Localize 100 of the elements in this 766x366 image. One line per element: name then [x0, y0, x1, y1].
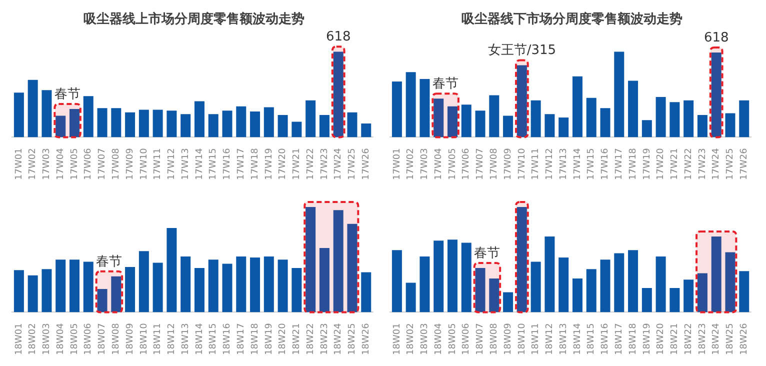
x-tick-label: 17W23 — [320, 148, 330, 180]
bar — [319, 114, 330, 138]
x-tick-label: 17W09 — [503, 148, 514, 180]
x-tick-label: 17W01 — [14, 148, 24, 180]
bar — [392, 82, 402, 138]
x-tick-label: 17W26 — [739, 148, 750, 180]
x-tick-label: 18W22 — [684, 323, 694, 356]
bar — [670, 288, 680, 312]
bar — [236, 256, 246, 312]
bar — [614, 52, 624, 138]
x-tick-label: 17W23 — [698, 148, 708, 180]
x-tick-label: 17W19 — [264, 148, 274, 180]
bar — [503, 116, 514, 138]
x-tick-label: 17W25 — [726, 148, 736, 180]
x-tick-label: 18W15 — [208, 323, 219, 356]
x-tick-label: 18W09 — [125, 322, 136, 356]
x-tick-label: 18W18 — [628, 322, 638, 356]
bar — [264, 107, 274, 138]
x-tick-label: 17W17 — [236, 148, 246, 180]
bar — [475, 110, 486, 138]
bar — [292, 122, 302, 138]
x-tick-label: 18W13 — [558, 323, 569, 356]
x-tick-label: 18W05 — [70, 323, 80, 356]
x-tick-label: 17W06 — [84, 148, 94, 180]
bar — [97, 289, 108, 312]
bar — [138, 110, 149, 138]
chart-title: 吸尘器线下市场分周度零售额波动走势 — [462, 11, 682, 28]
x-tick-label: 17W14 — [194, 148, 205, 180]
x-tick-label: 17W20 — [278, 148, 288, 180]
bar — [461, 242, 472, 312]
bar — [250, 112, 260, 138]
x-tick-label: 17W16 — [600, 148, 611, 180]
bar — [558, 118, 569, 138]
x-tick-label: 17W06 — [462, 148, 472, 180]
x-tick-label: 17W02 — [28, 148, 38, 180]
bar — [166, 110, 177, 138]
x-tick-label: 18W24 — [712, 322, 722, 356]
x-tick-label: 17W20 — [656, 148, 666, 180]
x-tick-label: 17W03 — [420, 148, 430, 180]
bar — [361, 124, 372, 138]
bar — [208, 114, 218, 138]
x-tick-label: 18W20 — [278, 322, 288, 356]
x-tick-label: 17W21 — [670, 148, 680, 180]
bar — [306, 207, 316, 312]
bar — [125, 112, 136, 138]
bar — [642, 288, 652, 312]
x-tick-label: 17W16 — [222, 148, 233, 180]
bar — [739, 100, 750, 138]
bar — [28, 80, 38, 138]
x-tick-label: 17W04 — [434, 148, 444, 180]
bar — [222, 110, 232, 138]
bar — [544, 236, 555, 312]
bar — [236, 106, 246, 138]
x-tick-label: 17W08 — [490, 148, 500, 180]
bar — [194, 101, 204, 138]
bar — [392, 250, 402, 312]
x-tick-label: 17W11 — [153, 148, 164, 180]
x-tick-label: 17W22 — [684, 148, 694, 180]
band-label: 春节 — [96, 254, 122, 270]
x-tick-label: 17W08 — [112, 148, 122, 180]
x-tick-label: 17W07 — [98, 148, 108, 180]
x-tick-label: 18W21 — [292, 323, 302, 356]
x-tick-label: 17W05 — [70, 148, 80, 180]
band-label: 女王节/315 — [488, 43, 556, 58]
bar — [83, 262, 94, 312]
bar — [250, 257, 260, 312]
bar — [628, 80, 638, 138]
x-tick-label: 18W20 — [656, 322, 666, 356]
x-tick-label: 18W19 — [642, 322, 652, 356]
x-tick-label: 18W16 — [600, 322, 611, 356]
x-tick-label: 18W10 — [139, 322, 150, 356]
bar — [697, 273, 708, 312]
x-tick-label: 18W11 — [153, 323, 164, 356]
bar — [278, 114, 288, 138]
x-tick-label: 18W02 — [28, 323, 38, 356]
x-tick-label: 17W04 — [56, 148, 66, 180]
bar — [600, 260, 610, 312]
x-tick-label: 18W08 — [490, 322, 500, 356]
x-tick-label: 17W21 — [292, 148, 302, 180]
bar — [111, 108, 122, 138]
x-tick-label: 18W21 — [670, 323, 680, 356]
bar — [558, 257, 569, 312]
x-tick-label: 18W24 — [334, 322, 344, 356]
bar — [628, 250, 638, 312]
band-label: 春节 — [474, 246, 500, 261]
bar — [306, 100, 316, 138]
chart-title: 吸尘器线上市场分周度零售额波动走势 — [84, 11, 304, 28]
bar — [711, 236, 722, 312]
bar — [138, 251, 149, 312]
x-tick-label: 17W13 — [180, 148, 191, 180]
x-tick-label: 18W12 — [545, 323, 556, 356]
bar — [292, 268, 302, 312]
x-tick-label: 18W03 — [420, 323, 430, 356]
bar — [14, 270, 24, 312]
x-tick-label: 17W18 — [250, 148, 260, 180]
bar — [222, 264, 232, 312]
bar — [361, 272, 372, 312]
x-tick-label: 17W02 — [406, 148, 416, 180]
x-tick-label: 18W25 — [726, 323, 736, 356]
x-tick-label: 17W01 — [392, 148, 402, 180]
